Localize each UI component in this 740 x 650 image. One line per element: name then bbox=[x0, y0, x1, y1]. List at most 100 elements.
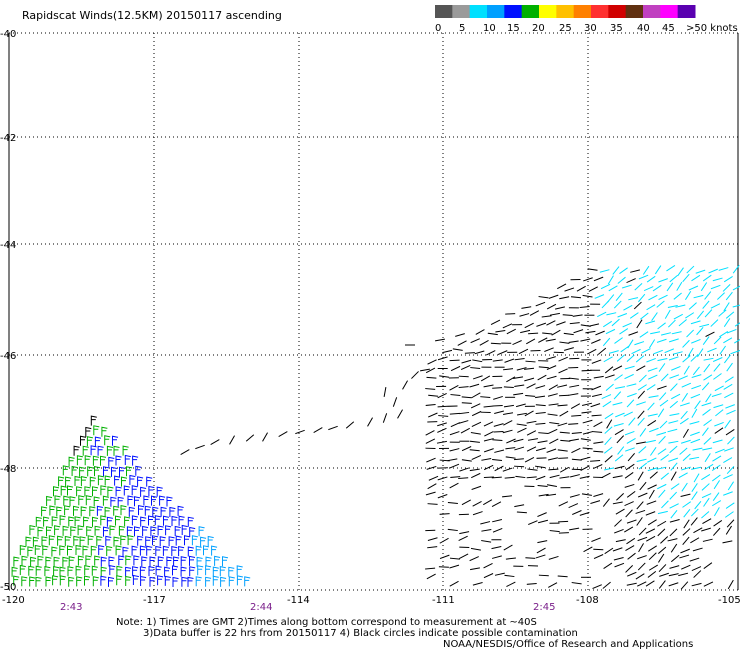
wind-barb bbox=[92, 576, 99, 587]
wind-barb bbox=[579, 511, 590, 516]
wind-barb bbox=[702, 518, 712, 524]
wind-barb bbox=[134, 526, 141, 537]
wind-barb bbox=[21, 576, 28, 587]
wind-barb bbox=[123, 485, 130, 496]
wind-barb bbox=[619, 328, 629, 335]
wind-barb bbox=[734, 322, 740, 327]
wind-barb bbox=[46, 495, 53, 506]
wind-barb bbox=[491, 476, 502, 479]
wind-barb bbox=[120, 535, 127, 546]
wind-barb bbox=[537, 540, 548, 544]
wind-barb bbox=[570, 403, 581, 409]
wind-barb bbox=[691, 274, 701, 282]
wind-barb bbox=[679, 554, 690, 559]
wind-barb bbox=[671, 393, 681, 400]
wind-barb bbox=[437, 405, 448, 408]
wind-barb bbox=[693, 527, 703, 534]
wind-barb bbox=[572, 314, 583, 317]
wind-barb bbox=[73, 445, 80, 456]
wind-barb bbox=[437, 356, 448, 361]
wind-barb bbox=[114, 475, 121, 486]
wind-barb bbox=[649, 427, 659, 433]
wind-barb bbox=[558, 457, 569, 459]
wind-barb bbox=[57, 535, 64, 546]
wind-barb bbox=[503, 368, 514, 371]
wind-barb bbox=[458, 535, 468, 541]
wind-barb bbox=[157, 575, 164, 586]
wind-barb bbox=[189, 566, 196, 577]
wind-barb bbox=[538, 432, 549, 435]
wind-barb bbox=[345, 421, 355, 429]
wind-barb bbox=[449, 412, 460, 415]
wind-barb bbox=[527, 438, 538, 441]
wind-barb bbox=[228, 566, 235, 577]
wind-barb bbox=[693, 570, 702, 578]
wind-barb bbox=[526, 420, 537, 424]
wind-barb bbox=[580, 438, 591, 441]
wind-barb bbox=[563, 347, 574, 351]
wind-barb bbox=[106, 516, 113, 527]
wind-barb bbox=[538, 366, 549, 369]
wind-barb bbox=[439, 554, 450, 560]
wind-barb bbox=[683, 508, 691, 518]
wind-barb bbox=[715, 448, 725, 454]
wind-barb bbox=[120, 504, 127, 516]
wind-barb bbox=[590, 500, 601, 505]
wind-barb bbox=[615, 386, 626, 389]
wind-barb bbox=[460, 427, 470, 434]
wind-barb bbox=[597, 311, 607, 318]
wind-barb bbox=[483, 499, 493, 506]
wind-barb bbox=[94, 465, 101, 477]
wind-barb bbox=[591, 414, 602, 417]
wind-barb bbox=[90, 445, 97, 456]
wind-barb bbox=[563, 332, 574, 336]
wind-barb bbox=[140, 575, 147, 586]
wind-barb bbox=[471, 392, 481, 399]
wind-barb bbox=[106, 545, 113, 556]
wind-barb bbox=[535, 404, 546, 407]
wind-barb bbox=[427, 537, 438, 542]
wind-barb bbox=[278, 431, 288, 437]
wind-barb bbox=[93, 496, 100, 507]
wind-barb bbox=[152, 535, 159, 546]
wind-barb bbox=[491, 555, 502, 559]
wind-barb bbox=[712, 277, 723, 282]
wind-barb bbox=[464, 352, 475, 354]
wind-barb bbox=[732, 285, 740, 291]
wind-barb bbox=[611, 318, 620, 327]
wind-barb bbox=[564, 287, 575, 292]
wind-barb bbox=[723, 457, 733, 463]
wind-barb bbox=[650, 331, 661, 335]
wind-barb bbox=[470, 367, 481, 369]
wind-barb bbox=[636, 365, 646, 372]
wind-barb bbox=[664, 348, 675, 354]
wind-barb bbox=[470, 338, 480, 344]
wind-barb bbox=[727, 481, 734, 491]
wind-barb bbox=[726, 519, 735, 528]
wind-barb bbox=[581, 493, 592, 496]
wind-barb bbox=[525, 360, 536, 363]
wind-barb bbox=[212, 566, 219, 577]
wind-barb bbox=[542, 332, 553, 335]
wind-barb bbox=[64, 505, 71, 516]
wind-barb bbox=[111, 466, 118, 477]
wind-barb bbox=[593, 421, 603, 428]
wind-barb bbox=[149, 576, 156, 587]
wind-barb bbox=[76, 455, 83, 466]
wind-barb bbox=[154, 515, 161, 526]
wind-barb bbox=[648, 489, 655, 499]
wind-barb bbox=[59, 566, 66, 577]
wind-barb bbox=[722, 283, 731, 292]
wind-barb bbox=[723, 474, 733, 480]
wind-barb bbox=[642, 265, 650, 275]
wind-barb bbox=[670, 554, 680, 563]
wind-barb bbox=[712, 500, 722, 507]
wind-barb bbox=[723, 491, 733, 496]
wind-barb bbox=[490, 342, 501, 345]
wind-barb bbox=[657, 322, 666, 330]
wind-barb bbox=[505, 557, 516, 560]
wind-barb bbox=[681, 466, 691, 471]
wind-barb bbox=[514, 358, 525, 361]
wind-barb bbox=[137, 476, 144, 487]
wind-barb bbox=[690, 438, 701, 444]
